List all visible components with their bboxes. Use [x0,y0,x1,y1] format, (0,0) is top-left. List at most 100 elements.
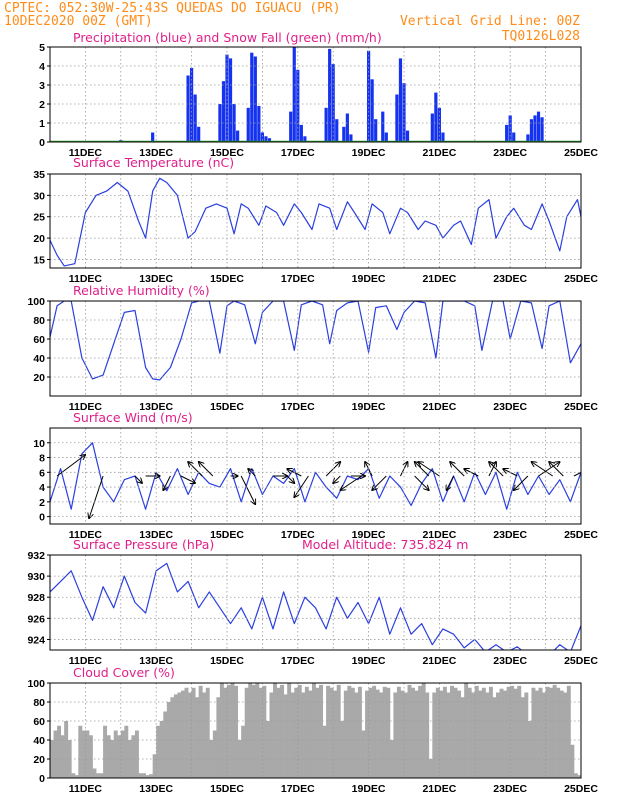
precip-bar [193,94,197,142]
wind-frame [49,427,582,525]
y-tick-label: 10 [33,438,45,450]
cloud-cover-bar [538,687,543,778]
cloud-cover-bar [170,697,175,778]
cloud-cover-bar [173,694,178,778]
x-tick-label: 21DEC [422,401,456,413]
cloud-cover-bar [524,692,529,778]
cloud-cover-bar [393,692,398,778]
precip-bar [264,136,268,142]
x-tick-label: 25DEC [564,147,598,159]
wind-arrow [341,475,362,490]
y-tick-label: 6 [39,467,45,479]
temperature-title: Surface Temperature (nC) [73,155,234,170]
cloud-cover-bar [450,685,454,778]
x-tick-label: 19DEC [352,147,386,159]
cloud-cover-bar [492,697,497,778]
temperature-series-line [50,177,581,267]
cloud-cover-bar [442,686,447,778]
y-tick-label: 40 [33,353,45,365]
cloud-cover-bar [234,685,239,778]
cloud-plot-area [50,683,581,778]
wind-arrow [188,462,203,477]
cloud-cover-bar [311,683,316,778]
precip-bar [197,126,201,142]
x-tick-label: 25DEC [564,529,598,541]
x-tick-label: 11DEC [69,273,103,285]
x-tick-label: 19DEC [352,783,386,795]
cloud-cover-bar [81,730,86,778]
x-tick-label: 11DEC [69,783,103,795]
pressure-plot-area [50,562,581,650]
cloud-cover-bar [517,685,522,778]
pressure-frame [49,554,582,651]
y-tick-label: 0 [39,137,45,149]
cloud-cover-bar [184,687,189,778]
x-tick-label: 23DEC [493,147,527,159]
y-tick-label: 40 [33,735,45,747]
x-tick-label: 23DEC [493,655,527,667]
cloud-cover-bar [510,685,515,778]
cloud-cover-bar [180,690,185,778]
precip-bar [253,56,257,142]
cloud-cover-bar [375,689,380,778]
precip-bar [398,58,403,142]
precip-bar [540,117,544,142]
y-tick-label: 5 [39,42,45,54]
cloud-cover-bar [467,687,472,778]
wind-arrow [450,462,465,477]
cloud-cover-bar [113,730,118,778]
wind-arrow [199,462,214,477]
precip-bar [289,111,293,142]
cloud-cover-bar [404,692,408,778]
wind-plot-area [50,442,581,518]
cloud-cover-bar [198,685,203,778]
wind-arrow [294,475,309,497]
precip-bar [257,105,261,142]
precip-bar [236,130,240,142]
cloud-cover-bar [485,692,490,778]
y-tick-label: 100 [27,296,45,308]
cloud-cover-bar [336,684,341,778]
wind-arrow [286,475,294,483]
precip-frame [49,46,582,143]
x-tick-label: 21DEC [422,655,456,667]
cloud-cover-bar [570,744,575,778]
wind-arrow [240,475,255,504]
cloud-cover-bar [71,773,76,778]
x-tick-label: 17DEC [281,147,315,159]
cloud-cover-bar [389,740,394,778]
cloud-cover-bar [503,690,508,778]
x-tick-label: 25DEC [564,273,598,285]
x-tick-label: 17DEC [281,401,315,413]
y-tick-label: 60 [33,716,45,728]
precip-bar [221,81,226,142]
cloud-cover-bar [241,725,246,778]
cloud-cover-bar [428,759,433,778]
x-tick-label: 13DEC [139,147,173,159]
wind-arrow [248,469,256,477]
cloud-cover-bar [251,684,256,778]
cloud-cover-bar [131,735,136,778]
cloud-cover-bar [287,683,292,778]
precip-bar [505,124,509,142]
x-tick-label: 13DEC [139,783,173,795]
precip-bar [384,132,388,142]
precip-bar [434,92,438,142]
x-tick-label: 23DEC [493,273,527,285]
y-tick-label: 20 [33,233,45,245]
wind-arrow [163,475,171,490]
cloud-cover-bar [340,721,345,778]
x-tick-label: 15DEC [210,147,244,159]
x-tick-label: 21DEC [422,147,456,159]
cloud-cover-bar [520,697,525,778]
cloud-cover-bar [294,687,299,778]
precip-bar [218,104,222,142]
wind-arrow [532,462,553,477]
precip-bar [381,111,385,142]
wind-arrow [538,462,560,477]
x-tick-label: 19DEC [352,401,386,413]
cloud-cover-bar [188,692,192,778]
wind-arrow [549,462,564,477]
y-tick-label: 35 [33,169,45,181]
y-tick-label: 25 [33,212,45,224]
